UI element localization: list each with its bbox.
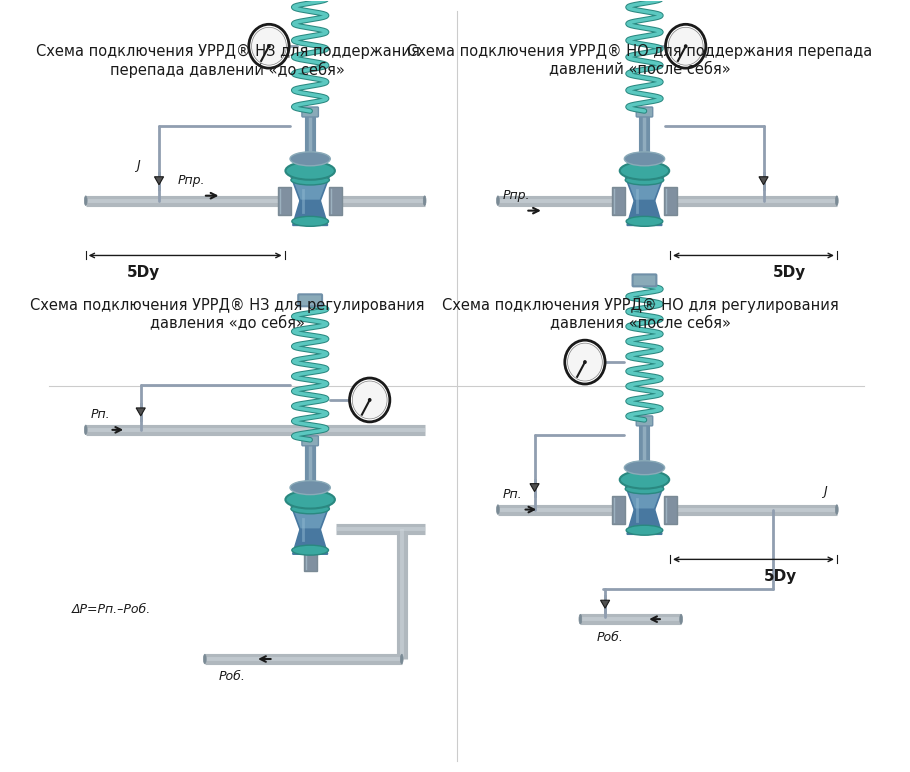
FancyBboxPatch shape — [302, 436, 318, 445]
Circle shape — [248, 24, 289, 68]
Text: давления «после себя»: давления «после себя» — [550, 316, 731, 330]
Ellipse shape — [290, 152, 330, 166]
Ellipse shape — [291, 504, 329, 514]
Ellipse shape — [292, 216, 329, 226]
Polygon shape — [627, 201, 662, 225]
Text: 5Dy: 5Dy — [763, 569, 797, 584]
Text: Роб.: Роб. — [218, 670, 246, 683]
Text: Схема подключения УРРД® НО для регулирования: Схема подключения УРРД® НО для регулиров… — [441, 297, 838, 313]
Ellipse shape — [626, 216, 662, 226]
FancyBboxPatch shape — [298, 294, 322, 306]
Text: Роб.: Роб. — [597, 631, 623, 644]
Bar — [329, 187, 342, 215]
Bar — [663, 187, 676, 215]
Circle shape — [568, 344, 602, 381]
Ellipse shape — [835, 196, 838, 205]
Ellipse shape — [286, 491, 335, 509]
Text: J: J — [136, 159, 140, 172]
Ellipse shape — [626, 525, 662, 535]
Ellipse shape — [400, 654, 403, 664]
Ellipse shape — [835, 505, 838, 514]
Text: Рп.: Рп. — [90, 408, 110, 422]
Polygon shape — [155, 177, 164, 185]
Polygon shape — [293, 201, 328, 225]
Circle shape — [268, 44, 271, 48]
Ellipse shape — [620, 471, 669, 489]
Bar — [612, 496, 625, 523]
Ellipse shape — [579, 615, 581, 624]
FancyBboxPatch shape — [302, 107, 318, 117]
Circle shape — [565, 340, 605, 384]
FancyBboxPatch shape — [632, 274, 656, 286]
Circle shape — [665, 24, 706, 68]
Text: перепада давлений «до себя»: перепада давлений «до себя» — [110, 62, 345, 78]
Text: Схема подключения УРРД® НЗ для регулирования: Схема подключения УРРД® НЗ для регулиров… — [30, 297, 425, 313]
Ellipse shape — [423, 196, 426, 205]
Ellipse shape — [624, 461, 664, 475]
Circle shape — [583, 360, 587, 364]
Ellipse shape — [292, 545, 329, 555]
Circle shape — [352, 381, 387, 419]
FancyBboxPatch shape — [636, 416, 652, 426]
Polygon shape — [601, 600, 610, 608]
Polygon shape — [625, 485, 663, 510]
Ellipse shape — [290, 481, 330, 495]
Text: J: J — [823, 485, 827, 498]
Text: Рп.: Рп. — [502, 488, 522, 501]
Bar — [304, 543, 317, 571]
Text: Схема подключения УРРД® НЗ для поддержания: Схема подключения УРРД® НЗ для поддержан… — [35, 44, 420, 59]
Ellipse shape — [620, 162, 669, 180]
Bar — [612, 187, 625, 215]
Text: ΔP=Рп.–Роб.: ΔP=Рп.–Роб. — [72, 603, 151, 616]
Text: Схема подключения УРРД® НО для поддержания перепада: Схема подключения УРРД® НО для поддержан… — [408, 44, 873, 59]
Ellipse shape — [625, 484, 663, 494]
Text: Рпр.: Рпр. — [177, 174, 205, 188]
Bar — [278, 187, 291, 215]
Bar — [663, 496, 676, 523]
Bar — [304, 488, 317, 516]
Circle shape — [349, 378, 389, 422]
Ellipse shape — [625, 175, 663, 185]
Circle shape — [368, 398, 371, 402]
Text: Рпр.: Рпр. — [502, 189, 530, 202]
Polygon shape — [627, 510, 662, 534]
Ellipse shape — [291, 175, 329, 185]
Polygon shape — [625, 176, 663, 201]
Ellipse shape — [680, 615, 682, 624]
Ellipse shape — [85, 425, 87, 435]
Text: 5Dy: 5Dy — [127, 265, 160, 280]
Polygon shape — [136, 408, 146, 416]
Ellipse shape — [624, 152, 664, 166]
Text: 5Dy: 5Dy — [773, 265, 806, 280]
Polygon shape — [530, 483, 539, 492]
Ellipse shape — [286, 162, 335, 180]
Circle shape — [683, 44, 688, 48]
Polygon shape — [291, 176, 329, 201]
Polygon shape — [759, 177, 768, 185]
Circle shape — [668, 27, 703, 65]
Circle shape — [251, 27, 287, 65]
Ellipse shape — [497, 196, 500, 205]
FancyBboxPatch shape — [636, 107, 652, 117]
Text: давлений «после себя»: давлений «после себя» — [550, 62, 731, 76]
Ellipse shape — [204, 654, 207, 664]
Text: давления «до себя»: давления «до себя» — [150, 316, 305, 330]
Polygon shape — [291, 505, 329, 530]
Ellipse shape — [497, 505, 500, 514]
Polygon shape — [293, 530, 328, 554]
Ellipse shape — [85, 196, 87, 205]
